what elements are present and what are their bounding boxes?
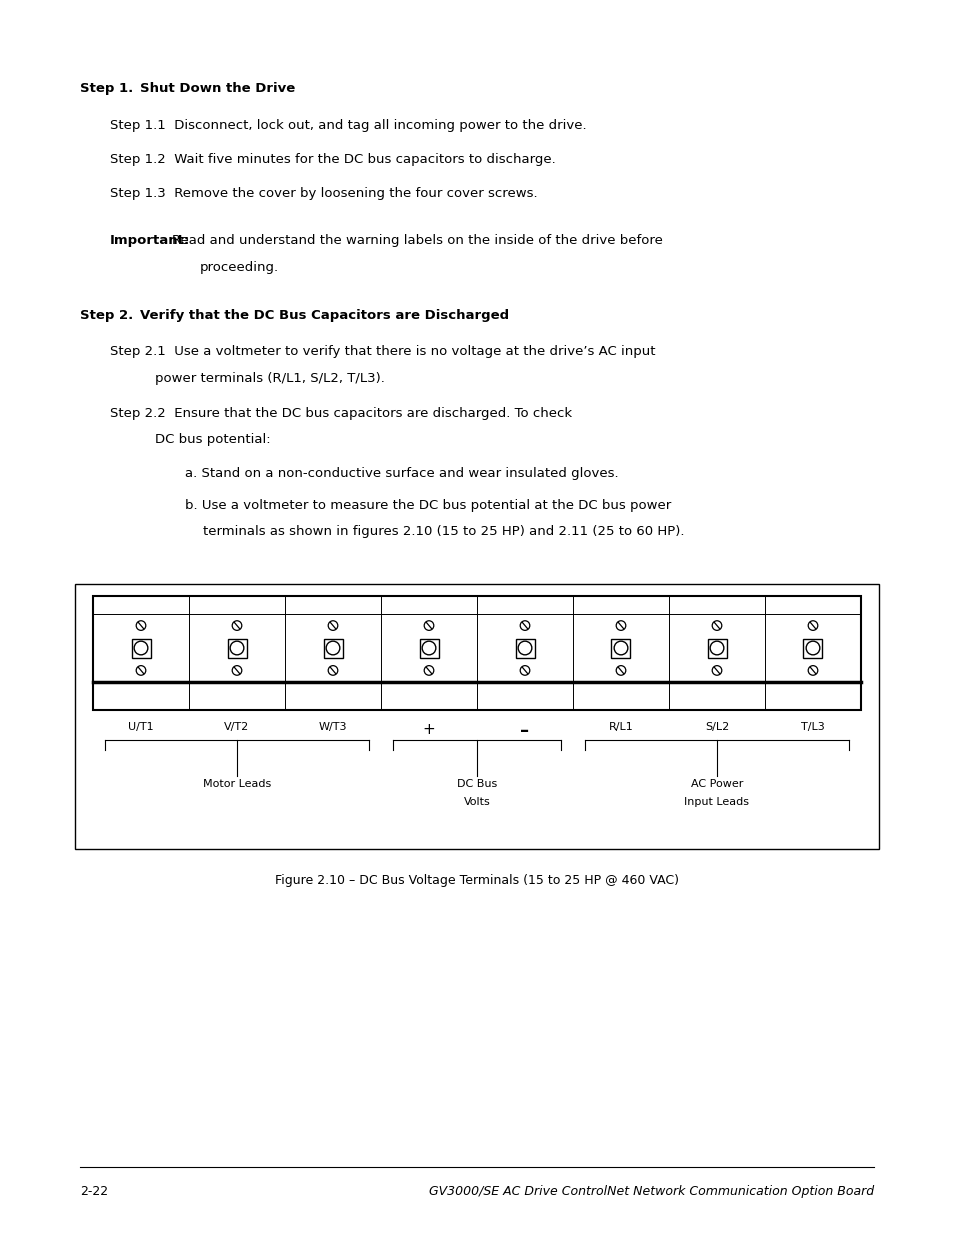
Text: Motor Leads: Motor Leads [203,779,271,789]
Circle shape [424,621,434,630]
Bar [323,638,342,657]
Text: Step 2.1  Use a voltmeter to verify that there is no voltage at the drive’s AC i: Step 2.1 Use a voltmeter to verify that … [110,346,655,358]
Text: Figure 2.10 – DC Bus Voltage Terminals (15 to 25 HP @ 460 VAC): Figure 2.10 – DC Bus Voltage Terminals (… [274,874,679,887]
Circle shape [134,641,148,655]
Text: Verify that the DC Bus Capacitors are Discharged: Verify that the DC Bus Capacitors are Di… [140,309,509,322]
Bar [227,638,246,657]
Circle shape [230,641,244,655]
Bar [132,638,151,657]
Bar [419,638,438,657]
Circle shape [712,666,721,676]
Circle shape [517,641,531,655]
Bar [92,597,861,710]
Text: DC bus potential:: DC bus potential: [154,433,271,446]
Text: 2-22: 2-22 [80,1186,108,1198]
Text: b. Use a voltmeter to measure the DC bus potential at the DC bus power: b. Use a voltmeter to measure the DC bus… [185,499,671,513]
Circle shape [326,641,339,655]
Circle shape [424,666,434,676]
Bar [611,638,630,657]
Text: power terminals (R/L1, S/L2, T/L3).: power terminals (R/L1, S/L2, T/L3). [154,372,384,385]
Text: –: – [520,722,529,740]
Circle shape [616,666,625,676]
Text: +: + [422,722,435,737]
Circle shape [709,641,723,655]
Circle shape [328,666,337,676]
Text: Read and understand the warning labels on the inside of the drive before: Read and understand the warning labels o… [172,233,662,247]
Bar [802,638,821,657]
Circle shape [328,621,337,630]
Circle shape [807,666,817,676]
Text: terminals as shown in figures 2.10 (15 to 25 HP) and 2.11 (25 to 60 HP).: terminals as shown in figures 2.10 (15 t… [203,526,684,538]
Circle shape [519,666,529,676]
Circle shape [807,621,817,630]
Circle shape [232,666,241,676]
Text: T/L3: T/L3 [801,722,824,732]
Text: Step 1.1  Disconnect, lock out, and tag all incoming power to the drive.: Step 1.1 Disconnect, lock out, and tag a… [110,119,586,131]
Circle shape [232,621,241,630]
Bar [707,638,726,657]
Text: Input Leads: Input Leads [684,797,749,806]
Text: AC Power: AC Power [690,779,742,789]
Text: Shut Down the Drive: Shut Down the Drive [140,82,294,95]
Bar [75,584,878,848]
Circle shape [805,641,819,655]
Text: Step 2.: Step 2. [80,309,133,322]
Text: DC Bus: DC Bus [456,779,497,789]
Circle shape [519,621,529,630]
Circle shape [136,666,146,676]
Circle shape [616,621,625,630]
Text: Step 1.: Step 1. [80,82,133,95]
Circle shape [136,621,146,630]
Text: Step 1.2  Wait five minutes for the DC bus capacitors to discharge.: Step 1.2 Wait five minutes for the DC bu… [110,153,556,165]
Text: Important:: Important: [110,233,190,247]
Text: U/T1: U/T1 [128,722,153,732]
Text: S/L2: S/L2 [704,722,728,732]
Text: a. Stand on a non-conductive surface and wear insulated gloves.: a. Stand on a non-conductive surface and… [185,468,618,480]
Text: GV3000/SE AC Drive ControlNet Network Communication Option Board: GV3000/SE AC Drive ControlNet Network Co… [429,1186,873,1198]
Circle shape [712,621,721,630]
Text: R/L1: R/L1 [608,722,633,732]
Text: W/T3: W/T3 [318,722,347,732]
Circle shape [422,641,436,655]
Bar [515,638,534,657]
Text: Step 2.2  Ensure that the DC bus capacitors are discharged. To check: Step 2.2 Ensure that the DC bus capacito… [110,406,572,420]
Text: proceeding.: proceeding. [200,261,279,273]
Text: Step 1.3  Remove the cover by loosening the four cover screws.: Step 1.3 Remove the cover by loosening t… [110,188,537,200]
Text: Volts: Volts [463,797,490,806]
Text: V/T2: V/T2 [224,722,250,732]
Circle shape [614,641,627,655]
